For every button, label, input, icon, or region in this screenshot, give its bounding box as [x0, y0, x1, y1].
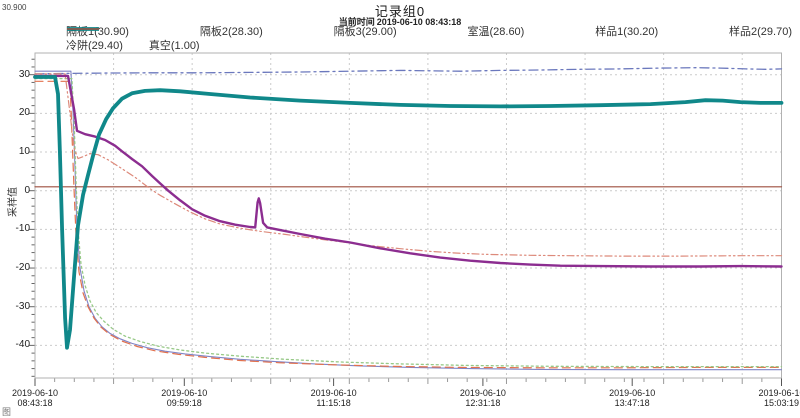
- x-tick-time: 08:43:18: [0, 398, 80, 408]
- x-tick-date: 2019-06-10: [438, 388, 528, 398]
- x-tick-time: 11:15:18: [289, 398, 379, 408]
- y-tick-label: 10: [4, 146, 30, 157]
- y-tick-label: -20: [4, 262, 30, 273]
- x-tick-date: 2019-06-10: [737, 388, 800, 398]
- y-tick-label: -30: [4, 301, 30, 312]
- x-tick-date: 2019-06-10: [0, 388, 80, 398]
- x-tick-date: 2019-06-10: [587, 388, 677, 398]
- y-tick-label: 0: [4, 185, 30, 196]
- series-隔板3[interactable]: [35, 79, 782, 367]
- y-tick-label: -10: [4, 223, 30, 234]
- x-tick-date: 2019-06-10: [289, 388, 379, 398]
- series-隔板2[interactable]: [35, 81, 782, 368]
- x-tick-date: 2019-06-10: [139, 388, 229, 398]
- y-tick-label: -40: [4, 339, 30, 350]
- series-室温[interactable]: [35, 68, 782, 74]
- x-tick-time: 12:31:18: [438, 398, 528, 408]
- x-tick-time: 15:03:19: [737, 398, 800, 408]
- series-隔板1[interactable]: [35, 71, 782, 370]
- x-tick-time: 09:59:18: [139, 398, 229, 408]
- x-tick-time: 13:47:18: [587, 398, 677, 408]
- y-tick-label: 30: [4, 69, 30, 80]
- y-tick-label: 20: [4, 107, 30, 118]
